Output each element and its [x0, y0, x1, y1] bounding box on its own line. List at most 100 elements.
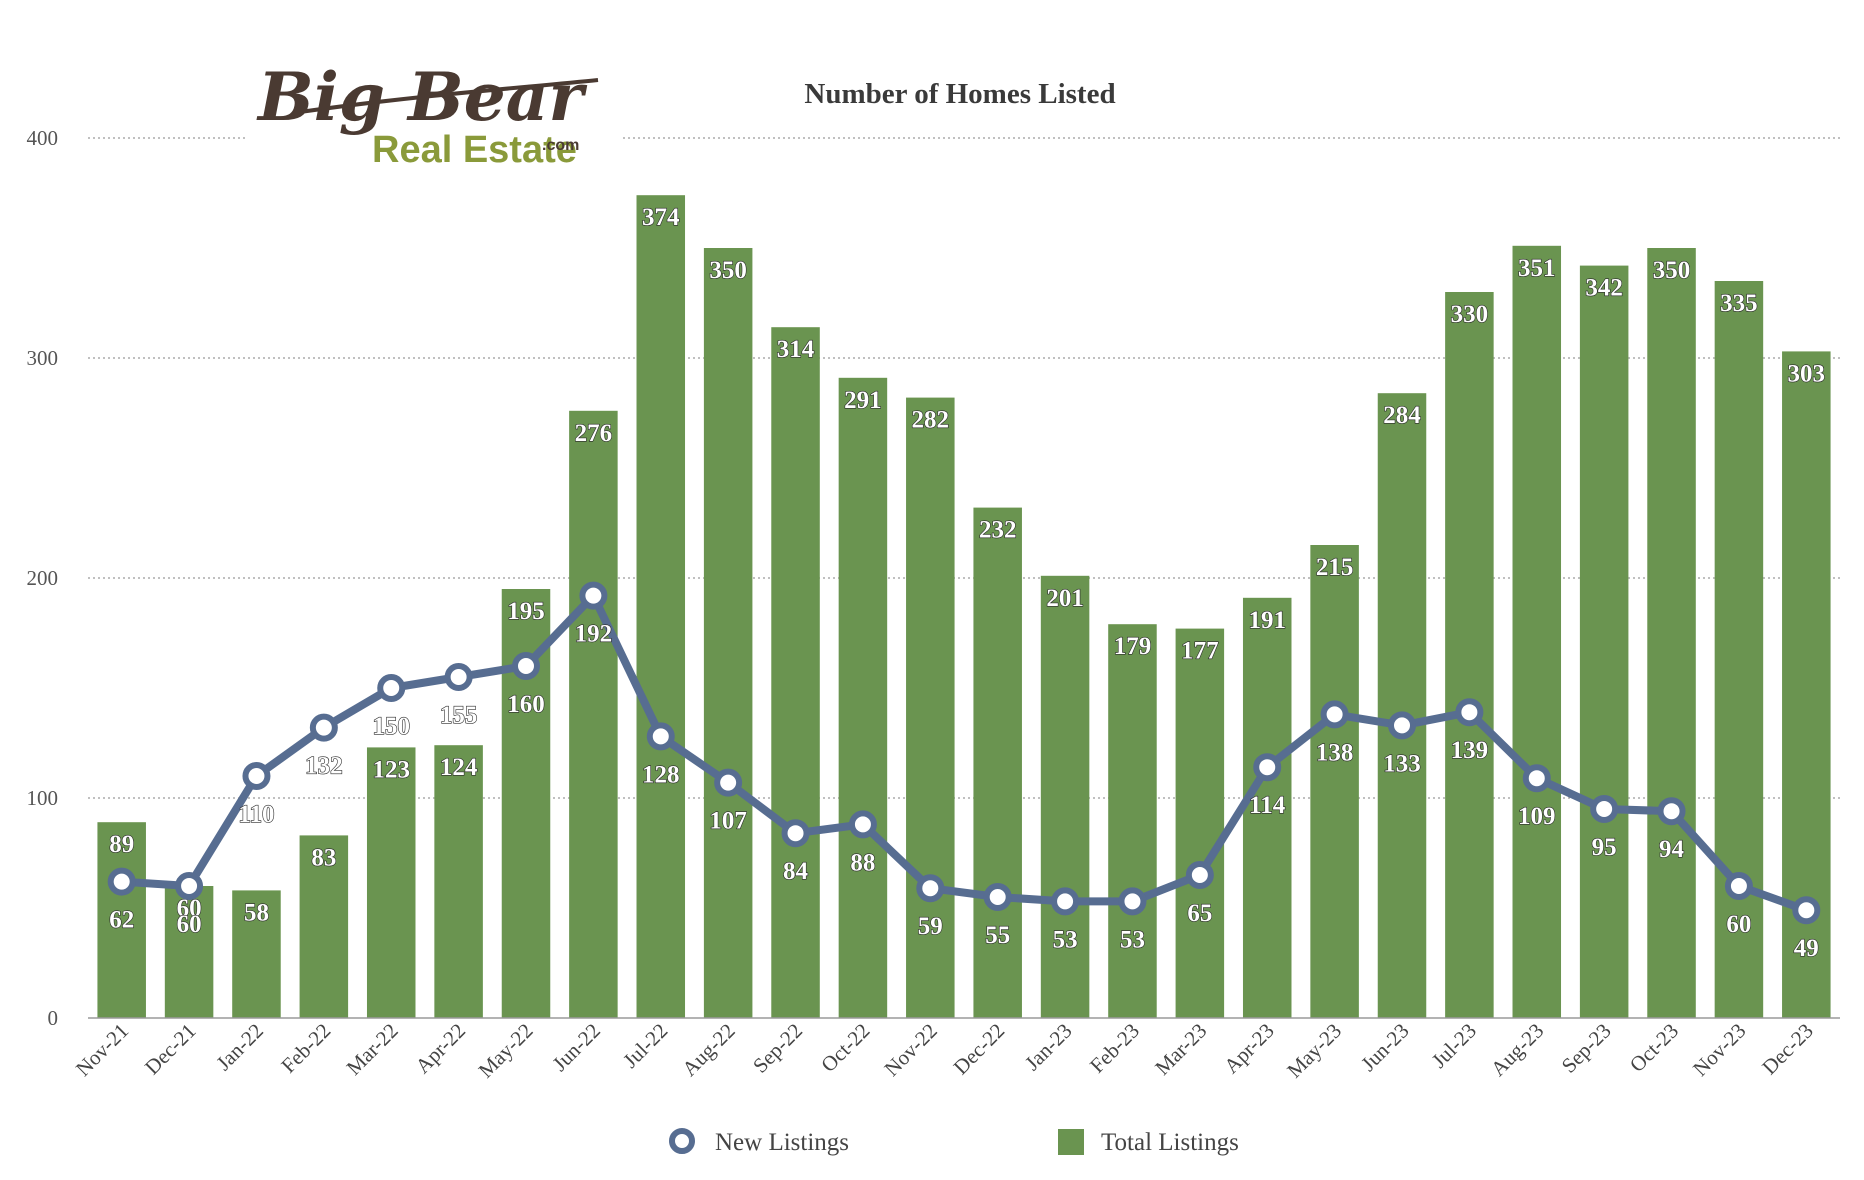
x-tick-label: Apr-23: [1219, 1019, 1279, 1079]
line-point: [1792, 896, 1821, 925]
gridlines: [88, 137, 1840, 799]
bar: [366, 747, 416, 1018]
x-tick-label: Dec-21: [140, 1019, 201, 1080]
line-point: [714, 768, 743, 797]
line-point: [1118, 887, 1147, 916]
legend: New Listings Total Listings: [669, 1128, 1239, 1156]
x-axis-ticks: Nov-21 Dec-21 Jan-22 Feb-22 Mar-22 Apr-22 May-…: [71, 1019, 1818, 1083]
x-tick-label: Jan-23: [1020, 1019, 1077, 1076]
x-tick-label: Oct-23: [1625, 1019, 1683, 1077]
bar: [1310, 545, 1359, 1018]
bar-label: 350: [1653, 257, 1691, 284]
bar: [164, 886, 214, 1018]
line-point-label: 65: [1187, 900, 1212, 927]
bar: [1242, 597, 1292, 1018]
x-tick-label: May-23: [1282, 1019, 1346, 1083]
line-point: [309, 713, 338, 742]
line-point: [377, 674, 406, 702]
bar: [973, 507, 1022, 1018]
line-point: [983, 883, 1012, 911]
bar-label: 191: [1248, 607, 1286, 634]
bar-label: 330: [1451, 301, 1489, 328]
y-tick-label: 0: [48, 1006, 59, 1030]
bar: [1512, 245, 1562, 1019]
bar: [569, 410, 618, 1018]
line-point: [242, 762, 271, 790]
line-point: [1590, 795, 1619, 823]
bar-label: 177: [1181, 638, 1219, 665]
x-tick-label: Feb-23: [1085, 1019, 1144, 1078]
bar-label: 232: [979, 517, 1017, 544]
logo-background: [248, 55, 620, 173]
line-point: [916, 874, 945, 903]
bar: [703, 248, 753, 1018]
line-point: [444, 663, 473, 691]
line-point: [1388, 711, 1416, 740]
y-tick-label: 100: [27, 786, 59, 810]
y-tick-label: 300: [27, 346, 59, 370]
line-point-label: 53: [1120, 926, 1145, 953]
bar-label: 58: [244, 899, 269, 926]
x-tick-label: Jul-22: [618, 1019, 672, 1073]
line-point: [646, 722, 675, 751]
line-point-label: 59: [918, 913, 943, 940]
line-point-label: 160: [507, 691, 545, 718]
line-point: [1185, 861, 1214, 889]
x-tick-label: Nov-21: [71, 1019, 133, 1081]
bar-label: 351: [1518, 255, 1556, 282]
bar-label: 335: [1720, 290, 1758, 317]
x-tick-label: Apr-22: [411, 1019, 471, 1079]
x-tick-label: Mar-22: [342, 1019, 403, 1080]
line-point-label: 94: [1659, 836, 1685, 863]
line-point-label: 139: [1451, 737, 1489, 764]
bar: [906, 397, 955, 1019]
bar-label: 179: [1114, 633, 1152, 660]
line-point-label: 192: [575, 621, 613, 648]
bar-label: 314: [777, 336, 815, 363]
legend-new-listings-marker: [669, 1128, 695, 1154]
bar: [1040, 575, 1090, 1018]
y-tick-label: 400: [27, 126, 59, 150]
bar-label: 124: [440, 754, 478, 781]
x-tick-label: Jun-22: [548, 1019, 605, 1076]
line-point-label: 88: [850, 849, 875, 876]
x-tick-label: Dec-23: [1757, 1019, 1818, 1080]
line-point-label: 132: [305, 753, 343, 780]
bar: [1175, 628, 1225, 1018]
bar: [1579, 265, 1629, 1019]
bar: [299, 835, 349, 1018]
line-point-label: 60: [177, 911, 202, 938]
line-point-label: 95: [1592, 834, 1617, 861]
line-point-label: 60: [1726, 911, 1751, 938]
bar: [1714, 281, 1764, 1018]
bar-label: 374: [642, 204, 680, 231]
bar: [838, 377, 888, 1018]
x-tick-label: Jun-23: [1356, 1019, 1413, 1076]
line-point: [1724, 872, 1753, 900]
x-tick-label: Feb-22: [276, 1019, 335, 1078]
line-point: [1320, 700, 1349, 729]
bar-label: 195: [507, 598, 545, 625]
bar-label: 303: [1788, 360, 1826, 387]
line-point-label: 150: [372, 713, 410, 740]
bar-label: 201: [1046, 585, 1084, 612]
line-point-label: 53: [1053, 926, 1078, 953]
x-tick-label: Aug-22: [677, 1019, 739, 1081]
line-point: [512, 652, 540, 680]
bar-label: 215: [1316, 554, 1354, 581]
x-tick-label: Nov-23: [1688, 1019, 1750, 1081]
line-point: [848, 810, 877, 839]
big-bear-logo: Big Bear Real Estate .com: [248, 55, 620, 173]
x-tick-label: Nov-22: [879, 1019, 941, 1081]
legend-new-listings-label: New Listings: [715, 1129, 849, 1156]
line-point-label: 128: [642, 761, 680, 788]
x-tick-label: Jul-23: [1427, 1019, 1481, 1073]
chart-title: Number of Homes Listed: [804, 78, 1115, 110]
line-point: [781, 819, 810, 848]
bar: [1647, 248, 1696, 1018]
bar-label: 83: [311, 844, 336, 871]
x-tick-label: Aug-23: [1486, 1019, 1548, 1081]
new-listings-labels: 62 60 110 132 150 155 160 192 128 107 84 88 59 55 53 53…: [109, 620, 1820, 963]
